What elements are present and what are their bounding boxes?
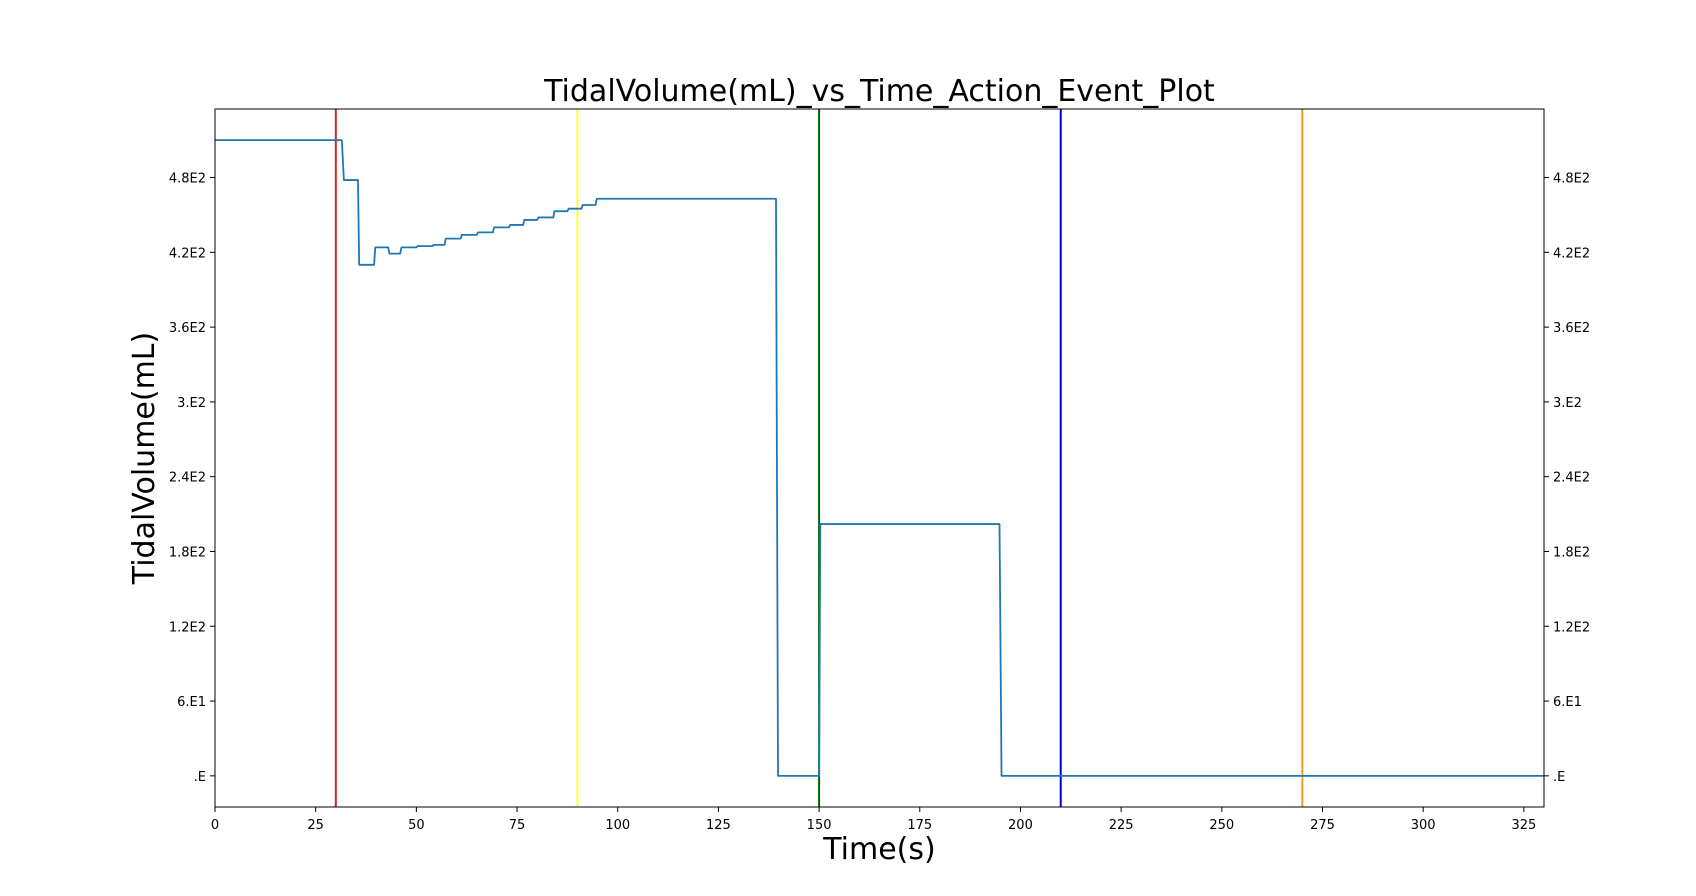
y-tick-label-right: .E [1553,770,1565,785]
y-tick-label-right: 4.2E2 [1553,246,1590,261]
y-tick-label-left: 6.E1 [177,695,206,710]
y-tick-label-right: 4.8E2 [1553,172,1590,187]
chart-title: TidalVolume(mL)_vs_Time_Action_Event_Plo… [543,74,1215,109]
event-lines [334,109,1304,807]
y-tick-label-left: 4.2E2 [169,246,206,261]
x-tick-label: 25 [307,818,324,833]
y-tick-label-right: 1.2E2 [1553,620,1590,635]
x-tick-label: 75 [509,818,526,833]
series-layer [215,139,1544,777]
y-tick-label-right: 2.4E2 [1553,471,1590,486]
series-line-1 [215,139,1544,777]
y-axis-label: TidalVolume(mL) [127,332,162,585]
x-tick-label: 225 [1109,818,1134,833]
ticks-layer: 0 25 50 75 100 125 150 175 200 225 250 275 300 325 .E.… [169,172,1590,833]
y-tick-label-left: 1.2E2 [169,620,206,635]
y-tick-label-right: 3.E2 [1553,396,1582,411]
y-tick-label-left: 3.6E2 [169,321,206,336]
y-tick-label-left: 3.E2 [177,396,206,411]
x-tick-label: 175 [907,818,932,833]
x-tick-label: 50 [408,818,425,833]
x-tick-label: 200 [1008,818,1033,833]
y-tick-label-left: 4.8E2 [169,172,206,187]
x-axis-label: Time(s) [822,832,935,867]
x-tick-label: 100 [605,818,630,833]
y-tick-label-left: .E [194,770,206,785]
y-tick-label-left: 1.8E2 [169,545,206,560]
plot-frame [214,108,1545,808]
y-tick-label-right: 3.6E2 [1553,321,1590,336]
x-tick-label: 300 [1411,818,1436,833]
y-tick-label-right: 6.E1 [1553,695,1582,710]
x-tick-label: 325 [1511,818,1536,833]
x-tick-label: 0 [211,818,219,833]
y-tick-label-right: 1.8E2 [1553,545,1590,560]
x-tick-label: 125 [706,818,731,833]
y-tick-label-left: 2.4E2 [169,471,206,486]
x-tick-label: 250 [1209,818,1234,833]
x-tick-label: 275 [1310,818,1335,833]
x-tick-label: 150 [807,818,832,833]
